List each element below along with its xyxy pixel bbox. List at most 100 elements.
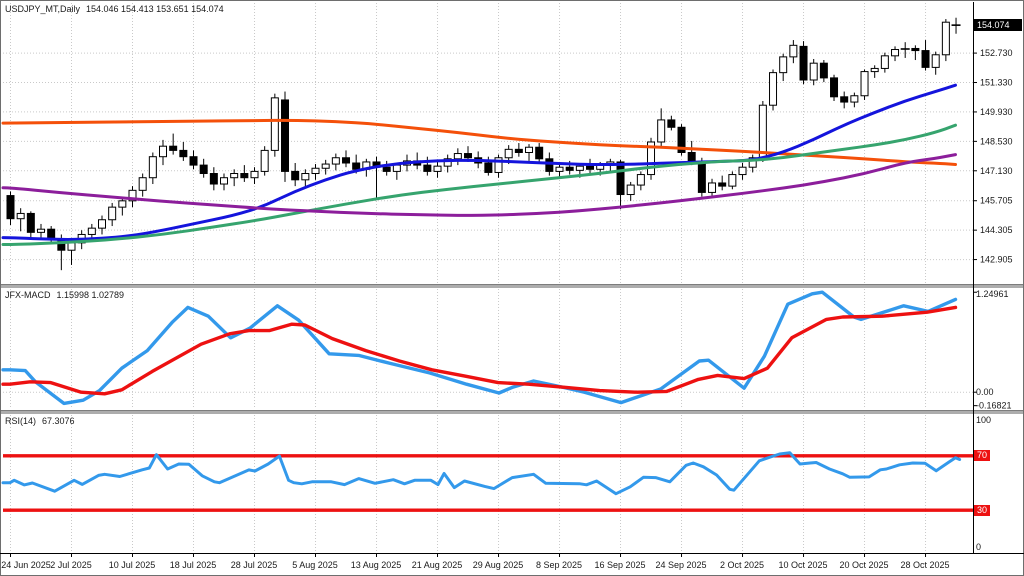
price-tick-label: 152.730 [980,48,1013,58]
date-label: 21 Aug 2025 [412,560,463,570]
candle-body [667,119,676,128]
candle-body [87,227,96,235]
candle-body [931,54,940,68]
candle-body [535,146,544,160]
candle-body [342,157,351,164]
candle-body [443,158,452,167]
candle-body [687,151,696,163]
candle-body [830,77,839,98]
candle-body [819,62,828,79]
price-axis[interactable]: 152.730 151.330 149.930 148.530 147.130 145.7… [973,2,1013,553]
candle-body [199,164,208,175]
candle-body [108,206,117,221]
candle-body [545,158,554,172]
candle-body [748,157,757,168]
candle-body [870,67,879,73]
candle-body [789,44,798,58]
time-axis[interactable]: 24 Jun 2025 2 Jul 2025 10 Jul 2025 18 Jul 2… [0,553,1024,570]
date-label: 16 Sep 2025 [594,560,645,570]
candle-body [311,167,320,175]
rsi-level-30-tag: 30 [974,505,990,516]
candle-body [636,174,645,186]
candle-body [240,173,249,179]
candle-body [220,177,229,185]
candle-body [37,228,46,233]
price-tick-label: 144.305 [980,225,1013,235]
date-label: 5 Aug 2025 [292,560,338,570]
ma-orange-line [1,118,957,166]
ma-blue-line [1,83,957,241]
candle-body [697,161,706,193]
grid-lines [3,3,973,551]
candle-body [525,146,534,153]
candle-body [860,71,869,97]
candle-body [769,72,778,106]
candle-body [657,119,666,143]
candle-body [260,149,269,172]
candle-body [352,162,361,170]
price-tick-label: 145.705 [980,196,1013,206]
candle-body [586,165,595,170]
candle-body [921,50,930,68]
candle-body [453,153,462,160]
candle-body [250,170,259,179]
date-label: 24 Sep 2025 [655,560,706,570]
price-tick-label: 148.530 [980,136,1013,146]
rsi-value: 67.3076 [42,416,75,426]
symbol-period-label: USDJPY_MT,Daily [5,4,81,14]
candle-body [47,228,56,240]
date-label: 20 Oct 2025 [840,560,889,570]
candle-body [779,56,788,74]
candle-body [230,173,239,179]
date-label: 18 Jul 2025 [170,560,217,570]
candle-body [850,95,859,103]
main-chart-title: USDJPY_MT,Daily 154.046 154.413 153.651 1… [5,4,224,14]
panel-resize-handle[interactable] [0,284,1024,288]
candle-body [708,182,717,193]
date-label: 13 Aug 2025 [351,560,402,570]
candle-body [494,157,503,173]
candle-body [728,174,737,187]
price-tick-label: 147.130 [980,166,1013,176]
candle-body [433,165,442,172]
macd-tick-label: -0.16821 [976,401,1012,411]
macd-indicator-title: JFX-MACD 1.15998 1.02789 [5,290,124,300]
candle-body [301,173,310,181]
date-label: 10 Jul 2025 [109,560,156,570]
candle-body [98,219,107,229]
macd-main-line [1,290,958,406]
current-price-tag: 154.074 [974,19,1022,31]
date-label: 8 Sep 2025 [536,560,582,570]
rsi-line [1,451,962,496]
candle-body [382,166,391,172]
rsi-level-70-tag: 70 [974,450,990,461]
candle-body [514,148,523,153]
ohlc-values: 154.046 154.413 153.651 154.074 [86,4,224,14]
candle-body [840,96,849,103]
macd-values: 1.15998 1.02789 [56,290,125,300]
date-label: 2 Jul 2025 [50,560,92,570]
candle-body [799,45,808,81]
panel-resize-handle[interactable] [0,410,1024,414]
price-tick-label: 151.330 [980,78,1013,88]
candle-body [484,162,493,173]
candle-body [565,166,574,171]
candle-body [331,157,340,165]
candle-body [291,170,300,181]
candle-body [464,153,473,159]
candle-body [758,104,767,159]
candle-body [67,242,76,251]
rsi-indicator-title: RSI(14) 67.3076 [5,416,75,426]
ma-purple-line [1,153,957,217]
candle-body [575,165,584,171]
price-tick-label: 142.905 [980,255,1013,265]
candle-body [270,97,279,151]
candle-body [26,212,35,233]
candle-body [891,49,900,57]
candle-body [16,212,25,220]
rsi-tick-label: 0 [976,542,981,552]
candlestick-series[interactable] [6,17,961,271]
macd-tick-label: 0.00 [976,387,994,397]
